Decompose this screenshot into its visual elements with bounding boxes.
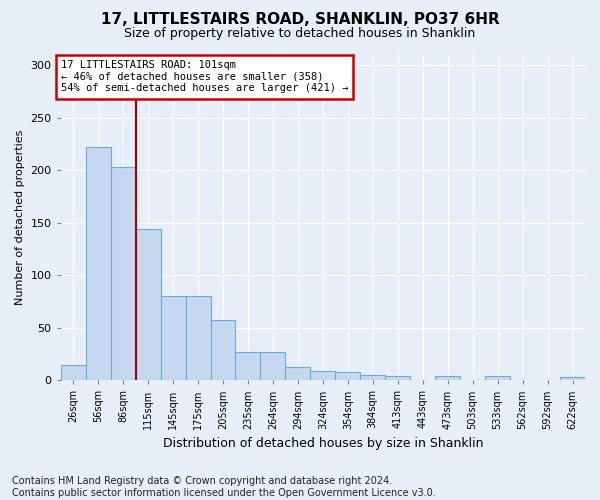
Bar <box>385 376 410 380</box>
Bar <box>286 366 310 380</box>
Bar <box>485 376 510 380</box>
Bar <box>185 296 211 380</box>
Bar <box>560 377 585 380</box>
Text: Size of property relative to detached houses in Shanklin: Size of property relative to detached ho… <box>124 28 476 40</box>
Bar <box>86 148 110 380</box>
Y-axis label: Number of detached properties: Number of detached properties <box>15 130 25 306</box>
X-axis label: Distribution of detached houses by size in Shanklin: Distribution of detached houses by size … <box>163 437 483 450</box>
Bar <box>136 229 161 380</box>
Text: Contains HM Land Registry data © Crown copyright and database right 2024.
Contai: Contains HM Land Registry data © Crown c… <box>12 476 436 498</box>
Bar <box>110 168 136 380</box>
Bar <box>260 352 286 380</box>
Bar <box>161 296 185 380</box>
Text: 17 LITTLESTAIRS ROAD: 101sqm
← 46% of detached houses are smaller (358)
54% of s: 17 LITTLESTAIRS ROAD: 101sqm ← 46% of de… <box>61 60 348 94</box>
Bar <box>235 352 260 380</box>
Bar <box>310 371 335 380</box>
Bar <box>335 372 361 380</box>
Bar <box>211 320 235 380</box>
Bar <box>435 376 460 380</box>
Bar <box>361 375 385 380</box>
Bar <box>61 364 86 380</box>
Text: 17, LITTLESTAIRS ROAD, SHANKLIN, PO37 6HR: 17, LITTLESTAIRS ROAD, SHANKLIN, PO37 6H… <box>101 12 499 28</box>
